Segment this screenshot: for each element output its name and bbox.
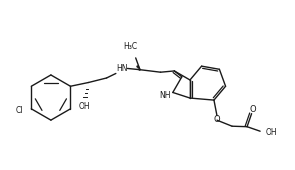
Text: NH: NH (159, 91, 171, 100)
Text: HN: HN (116, 64, 127, 73)
Text: OH: OH (266, 128, 277, 137)
Text: O: O (250, 105, 256, 114)
Text: H₃C: H₃C (123, 42, 137, 51)
Text: O: O (214, 115, 220, 124)
Text: OH: OH (78, 102, 90, 110)
Text: Cl: Cl (16, 106, 23, 115)
